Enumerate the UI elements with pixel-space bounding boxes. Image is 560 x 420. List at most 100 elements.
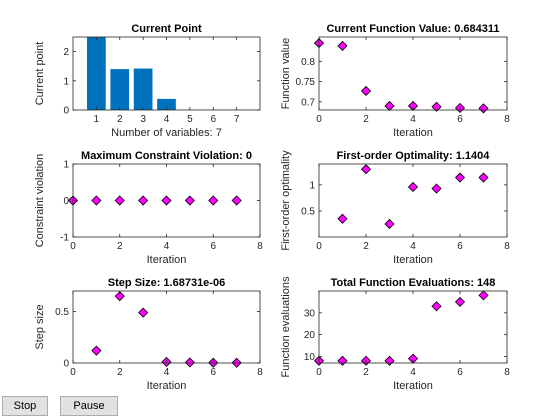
- current-point-xtick-label: 3: [140, 114, 146, 125]
- function-value-point: [360, 85, 372, 97]
- function-evaluations-ytick-label: 30: [304, 308, 316, 319]
- function-evaluations-point: [431, 301, 442, 312]
- function-evaluations-xtick-label: 8: [504, 367, 510, 378]
- first-order-optimality-xtick-label: 4: [410, 241, 416, 252]
- function-evaluations-title: Total Function Evaluations: 148: [331, 277, 496, 289]
- constraint-violation-ylabel: Constraint violation: [34, 154, 46, 248]
- function-value-xtick-label: 2: [363, 114, 369, 125]
- current-point-xlabel: Number of variables: 7: [111, 127, 222, 139]
- constraint-violation-ytick-label: 1: [63, 160, 69, 171]
- step-size-ytick-label: 0.5: [55, 307, 69, 318]
- current-point-bar: [133, 68, 153, 110]
- constraint-violation-point: [231, 195, 242, 206]
- constraint-violation-title: Maximum Constraint Violation: 0: [81, 150, 252, 162]
- step-size-point: [114, 291, 125, 302]
- constraint-violation-xtick-label: 0: [70, 241, 76, 252]
- constraint-violation-point: [138, 195, 149, 206]
- constraint-violation-xtick-label: 8: [257, 241, 263, 252]
- first-order-optimality-xlabel: Iteration: [393, 254, 433, 266]
- function-evaluations-xlabel: Iteration: [393, 380, 433, 392]
- first-order-optimality-point: [337, 213, 348, 224]
- current-point-title: Current Point: [131, 23, 202, 35]
- current-point-axes: 1 2 3 4 5 6 7 0 1 2 Current Point Number of variabl…: [34, 23, 261, 139]
- current-point-xtick-label: 5: [187, 114, 193, 125]
- step-size-xtick-label: 6: [210, 367, 216, 378]
- current-point-ytick-label: 0: [63, 106, 69, 117]
- function-value-xtick-label: 8: [504, 114, 510, 125]
- function-value-ylabel: Function value: [280, 38, 292, 110]
- current-point-bar: [87, 37, 106, 110]
- function-value-point: [384, 100, 395, 112]
- function-value-ytick-label: 0.8: [301, 57, 315, 68]
- first-order-optimality-plot-area: [319, 164, 507, 237]
- function-value-point: [337, 40, 348, 51]
- current-point-bar: [157, 98, 176, 110]
- constraint-violation-point: [114, 195, 125, 206]
- pause-button[interactable]: Pause: [60, 396, 118, 416]
- function-evaluations-xtick-label: 4: [410, 367, 416, 378]
- constraint-violation-point: [208, 195, 219, 206]
- first-order-optimality-xtick-label: 0: [316, 241, 322, 252]
- current-point-xtick-label: 7: [234, 114, 240, 125]
- first-order-optimality-xtick-label: 8: [504, 241, 510, 252]
- step-size-point: [184, 357, 195, 368]
- current-point-ytick-label: 1: [63, 76, 69, 87]
- function-value-point: [431, 101, 442, 112]
- constraint-violation-xlabel: Iteration: [147, 254, 187, 266]
- step-size-title: Step Size: 1.68731e-06: [108, 277, 225, 289]
- function-value-xtick-label: 0: [316, 114, 322, 125]
- constraint-violation-ytick-label: 0: [63, 196, 69, 207]
- current-point-xtick-label: 6: [210, 114, 216, 125]
- constraint-violation-ytick-label: -1: [60, 233, 69, 244]
- current-point-xtick-label: 1: [94, 114, 100, 125]
- stop-button[interactable]: Stop: [2, 396, 48, 416]
- function-evaluations-xtick-label: 6: [457, 367, 463, 378]
- function-value-plot-area: [319, 37, 507, 110]
- constraint-violation-xtick-label: 4: [164, 241, 170, 252]
- function-evaluations-ylabel: Function evaluations: [280, 276, 292, 377]
- function-value-point: [407, 100, 419, 112]
- step-size-axes: 0 2 4 6 8 0 0.5 Step Size: 1.68731e-06 Iteration…: [34, 277, 263, 392]
- first-order-optimality-point: [384, 218, 395, 230]
- step-size-xtick-label: 2: [117, 367, 123, 378]
- current-point-ylabel: Current point: [34, 42, 46, 106]
- first-order-optimality-xtick-label: 6: [457, 241, 463, 252]
- step-size-point: [138, 307, 149, 318]
- function-value-point: [478, 103, 489, 114]
- current-point-xtick-label: 4: [164, 114, 170, 125]
- constraint-violation-point: [91, 195, 102, 206]
- function-evaluations-ytick-label: 10: [304, 352, 316, 363]
- function-evaluations-xtick-label: 2: [363, 367, 369, 378]
- function-evaluations-plot-area: [319, 291, 507, 363]
- current-point-bar: [110, 69, 130, 110]
- first-order-optimality-ytick-label: 0.5: [301, 206, 315, 217]
- function-value-xtick-label: 4: [410, 114, 416, 125]
- step-size-xtick-label: 4: [164, 367, 170, 378]
- current-point-ytick-label: 2: [63, 47, 69, 58]
- current-point-xtick-label: 2: [117, 114, 123, 125]
- first-order-optimality-ylabel: First-order optimality: [280, 150, 292, 251]
- function-evaluations-point: [478, 290, 489, 301]
- first-order-optimality-point: [360, 164, 372, 175]
- function-value-title: Current Function Value: 0.684311: [326, 23, 499, 35]
- constraint-violation-point: [161, 195, 172, 206]
- step-size-plot-area: [73, 291, 260, 363]
- function-value-xtick-label: 6: [457, 114, 463, 125]
- constraint-violation-xtick-label: 6: [210, 241, 216, 252]
- constraint-violation-point: [184, 195, 195, 206]
- function-evaluations-axes: 0 2 4 6 8 10 20 30 Total Function Evaluations: 1…: [280, 276, 510, 392]
- function-value-axes: 0 2 4 6 8 0.7 0.75 0.8 Current Function Value: 0…: [280, 23, 510, 139]
- function-evaluations-xtick-label: 0: [316, 367, 322, 378]
- first-order-optimality-ytick-label: 1: [309, 180, 315, 191]
- first-order-optimality-axes: 0 2 4 6 8 0.5 1 First-order Optimality: 1.1404 I…: [280, 150, 510, 266]
- first-order-optimality-point: [431, 183, 442, 194]
- step-size-ylabel: Step size: [34, 304, 46, 349]
- step-size-xtick-label: 0: [70, 367, 76, 378]
- step-size-ytick-label: 0: [63, 359, 69, 370]
- function-value-ytick-label: 0.75: [296, 77, 316, 88]
- step-size-point: [91, 345, 102, 356]
- first-order-optimality-point: [407, 181, 419, 193]
- constraint-violation-xtick-label: 2: [117, 241, 123, 252]
